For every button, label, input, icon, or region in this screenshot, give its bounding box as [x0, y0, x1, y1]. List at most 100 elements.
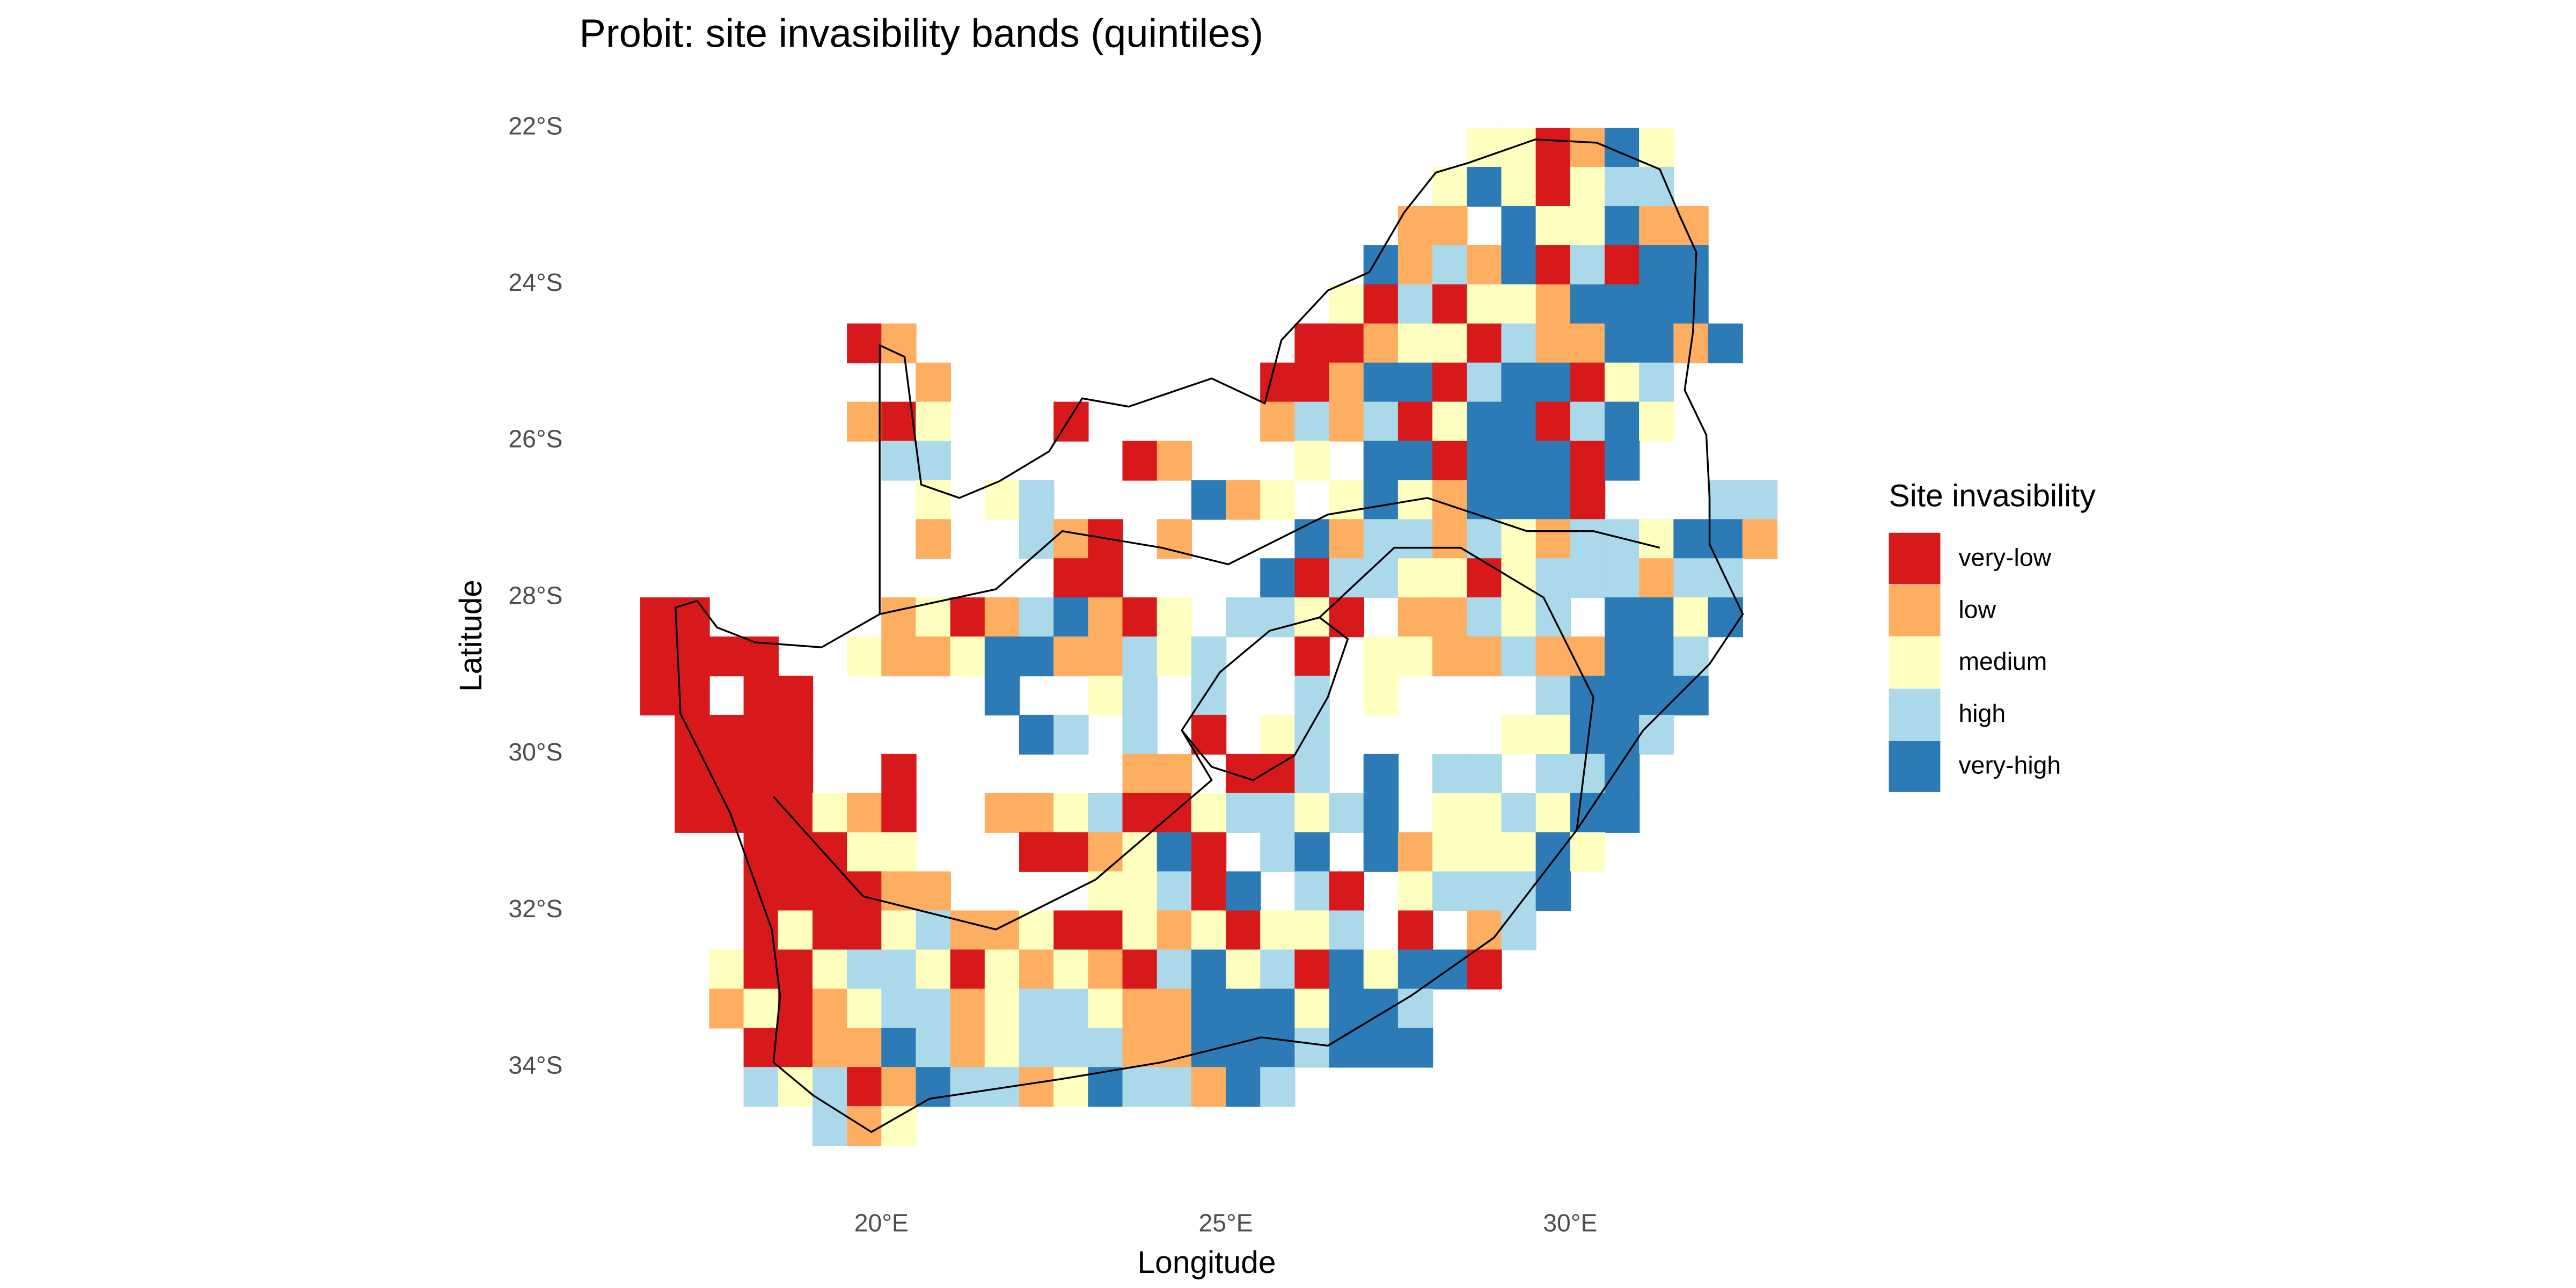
grid-cell: [1397, 910, 1433, 950]
grid-cell: [847, 793, 882, 833]
grid-cell: [881, 832, 917, 872]
grid-cell: [1708, 323, 1743, 363]
grid-cell: [1019, 597, 1055, 638]
grid-cell: [1157, 989, 1192, 1029]
grid-cell: [1535, 206, 1571, 246]
grid-cell: [1019, 1028, 1055, 1068]
grid-cell: [1260, 401, 1296, 442]
grid-cell: [1397, 206, 1433, 246]
grid-cell: [984, 636, 1020, 677]
grid-cell: [1329, 989, 1364, 1029]
grid-cell: [1294, 597, 1330, 638]
grid-cell: [812, 989, 848, 1029]
chart-title: Probit: site invasibility bands (quintil…: [579, 11, 1263, 56]
grid-cell: [1088, 871, 1123, 911]
grid-cell: [1294, 989, 1330, 1029]
grid-cell: [1088, 910, 1123, 950]
grid-cell: [1501, 167, 1536, 207]
grid-cell: [1673, 284, 1709, 324]
grid-cell: [1397, 245, 1433, 286]
grid-cell: [1088, 558, 1123, 598]
grid-cell: [1604, 167, 1640, 207]
grid-cell: [1088, 793, 1123, 833]
grid-cell: [1570, 519, 1606, 559]
grid-cell: [1432, 636, 1468, 677]
grid-cell: [1053, 519, 1089, 559]
grid-cell: [675, 793, 710, 833]
grid-cell: [675, 636, 710, 677]
grid-cell: [743, 793, 779, 833]
grid-cell: [950, 597, 986, 638]
grid-cell: [1191, 1067, 1227, 1107]
grid-cell: [1363, 676, 1399, 716]
grid-cell: [1363, 362, 1399, 402]
grid-cell: [1708, 480, 1743, 520]
grid-cell: [1501, 128, 1536, 168]
grid-cell: [1639, 362, 1674, 402]
grid-cell: [1260, 362, 1296, 402]
grid-cell: [916, 441, 951, 481]
grid-cell: [1397, 636, 1433, 677]
grid-cell: [1501, 597, 1536, 638]
grid-cell: [1019, 832, 1055, 872]
grid-cell: [778, 1028, 814, 1068]
grid-cell: [640, 636, 676, 677]
grid-cell: [812, 793, 848, 833]
grid-cell: [1501, 206, 1536, 246]
grid-cell: [1294, 519, 1330, 559]
grid-cell: [1088, 597, 1123, 638]
grid-cell: [1226, 1067, 1261, 1107]
grid-cell: [1604, 284, 1640, 324]
grid-cell: [1191, 676, 1227, 716]
grid-cell: [1604, 441, 1640, 481]
grid-cell: [1226, 910, 1261, 950]
grid-cell: [1535, 323, 1571, 363]
grid-cell: [1294, 714, 1330, 755]
grid-cell: [847, 1106, 882, 1146]
grid-cell: [1088, 636, 1123, 677]
grid-cell: [847, 910, 882, 950]
grid-cell: [778, 753, 814, 794]
grid-cell: [1157, 597, 1192, 638]
grid-cell: [1467, 753, 1502, 794]
grid-cell: [984, 989, 1020, 1029]
grid-cell: [1363, 558, 1399, 598]
grid-cell: [1260, 1028, 1296, 1068]
grid-cell: [1535, 636, 1571, 677]
legend-key: [1889, 741, 1941, 792]
grid-cell: [1570, 362, 1606, 402]
grid-cell: [1742, 480, 1778, 520]
grid-cell: [1397, 989, 1433, 1029]
grid-cell: [1432, 284, 1468, 324]
grid-cell: [1501, 401, 1536, 442]
grid-cell: [1639, 206, 1674, 246]
legend-label: very-low: [1958, 544, 2051, 572]
grid-cell: [1363, 323, 1399, 363]
grid-cell: [1467, 871, 1502, 911]
grid-cell: [1191, 989, 1227, 1029]
grid-cell: [916, 989, 951, 1029]
legend-label: high: [1958, 699, 2006, 727]
grid-cell: [1088, 676, 1123, 716]
grid-cell: [1157, 519, 1192, 559]
grid-cell: [1122, 1028, 1158, 1068]
grid-cell: [1432, 323, 1468, 363]
grid-cell: [1329, 362, 1364, 402]
grid-cell: [1501, 519, 1536, 559]
grid-cell: [916, 1028, 951, 1068]
grid-cell: [1260, 597, 1296, 638]
grid-cell: [1053, 1067, 1089, 1107]
grid-cell: [1432, 832, 1468, 872]
grid-cell: [1122, 636, 1158, 677]
grid-cell: [1294, 441, 1330, 481]
grid-cell: [881, 793, 917, 833]
grid-cell: [1639, 558, 1674, 598]
grid-cell: [1226, 480, 1261, 520]
grid-cell: [1535, 362, 1571, 402]
grid-cell: [1053, 832, 1089, 872]
grid-cell: [1226, 949, 1261, 990]
grid-cell: [1501, 245, 1536, 286]
grid-cell: [1673, 558, 1709, 598]
grid-cell: [1294, 871, 1330, 911]
grid-cell: [1639, 636, 1674, 677]
